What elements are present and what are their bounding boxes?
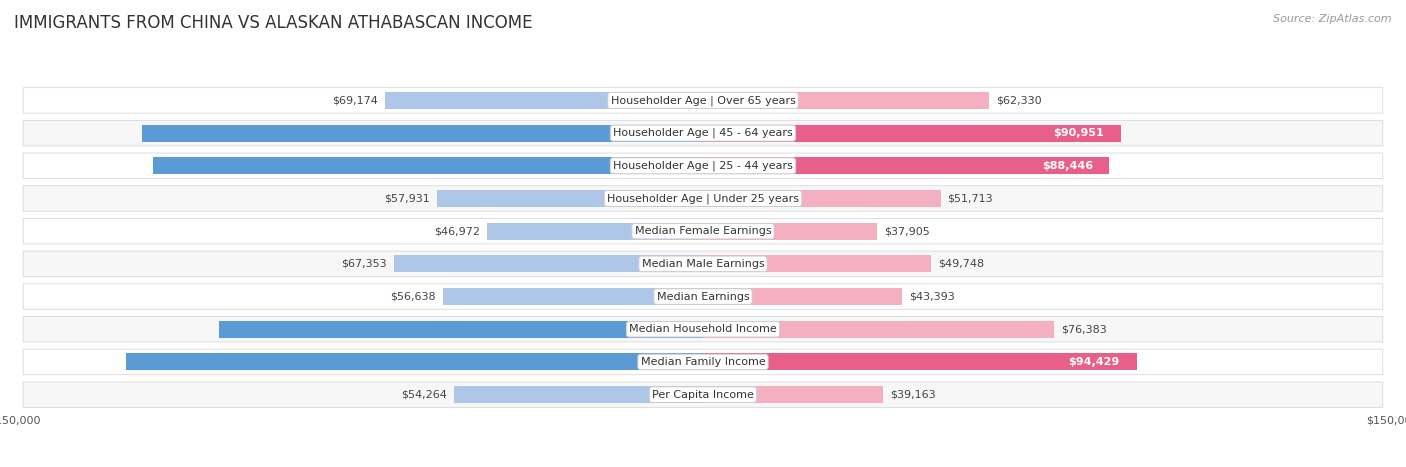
Bar: [703, 255, 932, 272]
Text: $90,951: $90,951: [1053, 128, 1104, 138]
Bar: [703, 157, 1109, 174]
Bar: [703, 125, 1121, 142]
Text: IMMIGRANTS FROM CHINA VS ALASKAN ATHABASCAN INCOME: IMMIGRANTS FROM CHINA VS ALASKAN ATHABAS…: [14, 14, 533, 32]
Text: Median Female Earnings: Median Female Earnings: [634, 226, 772, 236]
FancyBboxPatch shape: [24, 219, 1382, 244]
Text: $119,756: $119,756: [681, 161, 740, 171]
Bar: [703, 321, 1054, 338]
Text: $37,905: $37,905: [884, 226, 929, 236]
FancyBboxPatch shape: [24, 284, 1382, 309]
FancyBboxPatch shape: [24, 349, 1382, 375]
Text: Median Earnings: Median Earnings: [657, 291, 749, 302]
Bar: [454, 386, 703, 403]
Text: $62,330: $62,330: [997, 95, 1042, 106]
Text: Householder Age | Under 25 years: Householder Age | Under 25 years: [607, 193, 799, 204]
Bar: [703, 288, 903, 305]
Text: $69,174: $69,174: [333, 95, 378, 106]
FancyBboxPatch shape: [24, 186, 1382, 211]
Text: Median Male Earnings: Median Male Earnings: [641, 259, 765, 269]
Text: $39,163: $39,163: [890, 389, 935, 400]
Text: Source: ZipAtlas.com: Source: ZipAtlas.com: [1274, 14, 1392, 24]
Bar: [488, 223, 703, 240]
Text: $43,393: $43,393: [910, 291, 955, 302]
Text: $125,540: $125,540: [681, 357, 738, 367]
FancyBboxPatch shape: [24, 251, 1382, 276]
Text: $105,335: $105,335: [683, 324, 741, 334]
Text: Householder Age | 25 - 44 years: Householder Age | 25 - 44 years: [613, 161, 793, 171]
Text: Householder Age | 45 - 64 years: Householder Age | 45 - 64 years: [613, 128, 793, 138]
Text: $88,446: $88,446: [1042, 161, 1092, 171]
Bar: [703, 354, 1136, 370]
Text: $94,429: $94,429: [1069, 357, 1119, 367]
Bar: [385, 92, 703, 109]
Text: $76,383: $76,383: [1060, 324, 1107, 334]
Bar: [703, 386, 883, 403]
Text: $49,748: $49,748: [938, 259, 984, 269]
FancyBboxPatch shape: [24, 120, 1382, 146]
Bar: [394, 255, 703, 272]
Bar: [142, 125, 703, 142]
Text: Householder Age | Over 65 years: Householder Age | Over 65 years: [610, 95, 796, 106]
Bar: [703, 92, 990, 109]
FancyBboxPatch shape: [24, 153, 1382, 178]
Text: $67,353: $67,353: [342, 259, 387, 269]
Text: $54,264: $54,264: [401, 389, 447, 400]
FancyBboxPatch shape: [24, 317, 1382, 342]
Bar: [153, 157, 703, 174]
Bar: [219, 321, 703, 338]
FancyBboxPatch shape: [24, 382, 1382, 407]
Text: Median Household Income: Median Household Income: [628, 324, 778, 334]
Bar: [437, 190, 703, 207]
Bar: [443, 288, 703, 305]
Text: $122,178: $122,178: [681, 128, 740, 138]
Text: $46,972: $46,972: [434, 226, 481, 236]
Text: $56,638: $56,638: [391, 291, 436, 302]
Text: Per Capita Income: Per Capita Income: [652, 389, 754, 400]
Bar: [703, 223, 877, 240]
FancyBboxPatch shape: [24, 88, 1382, 113]
Text: $51,713: $51,713: [948, 193, 993, 204]
Text: Median Family Income: Median Family Income: [641, 357, 765, 367]
Text: $57,931: $57,931: [384, 193, 430, 204]
Bar: [703, 190, 941, 207]
Bar: [127, 354, 703, 370]
